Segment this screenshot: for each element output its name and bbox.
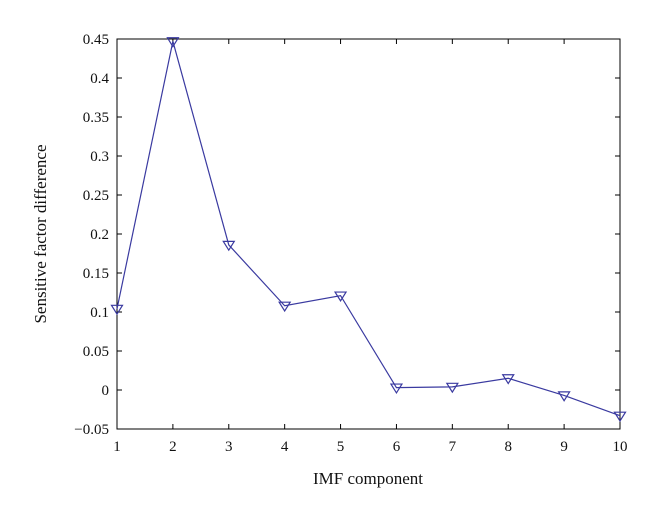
- data-point-marker: [613, 411, 627, 423]
- x-tick-label: 7: [449, 439, 457, 455]
- x-axis-ticks: 1 2 3 4 5 6 7 8 9 10: [113, 39, 628, 455]
- x-tick-label: 8: [504, 439, 512, 455]
- x-tick-label: 10: [613, 439, 628, 455]
- y-tick-label: 0.3: [90, 149, 109, 165]
- data-point-marker: [557, 391, 571, 402]
- y-tick-label: 0.05: [83, 344, 109, 360]
- data-point-marker: [445, 382, 459, 394]
- x-tick-label: 2: [169, 439, 177, 455]
- x-tick-label: 6: [393, 439, 401, 455]
- data-point-marker: [333, 291, 348, 302]
- data-point-marker: [222, 240, 236, 252]
- y-tick-label: 0.15: [83, 266, 109, 282]
- y-tick-label: 0.4: [90, 71, 109, 87]
- y-tick-label: 0.2: [90, 227, 109, 243]
- data-point-marker: [110, 304, 124, 316]
- y-tick-label: 0: [102, 383, 110, 399]
- y-tick-label: 0.45: [83, 32, 109, 48]
- x-axis-title: IMF component: [313, 469, 423, 488]
- y-axis-title: Sensitive factor difference: [31, 144, 50, 323]
- x-tick-label: 5: [337, 439, 345, 455]
- y-tick-label: 0.35: [83, 110, 109, 126]
- data-point-marker: [166, 37, 180, 48]
- series-line: [116, 41, 621, 417]
- y-tick-label: 0.25: [83, 188, 109, 204]
- plot-area-frame: [116, 38, 621, 430]
- data-point-marker: [389, 383, 404, 395]
- y-tick-label: −0.05: [74, 422, 109, 438]
- data-point-marker: [278, 301, 292, 313]
- x-tick-label: 9: [560, 439, 568, 455]
- x-tick-label: 3: [225, 439, 233, 455]
- data-point-marker: [501, 374, 515, 385]
- x-tick-label: 4: [281, 439, 289, 455]
- x-tick-label: 1: [113, 439, 121, 455]
- y-tick-label: 0.1: [90, 305, 109, 321]
- series-layer: [110, 37, 627, 423]
- y-axis-ticks: −0.05 0 0.05 0.1 0.15 0.2 0.25 0.3 0.35 0.4 0.45: [74, 32, 620, 438]
